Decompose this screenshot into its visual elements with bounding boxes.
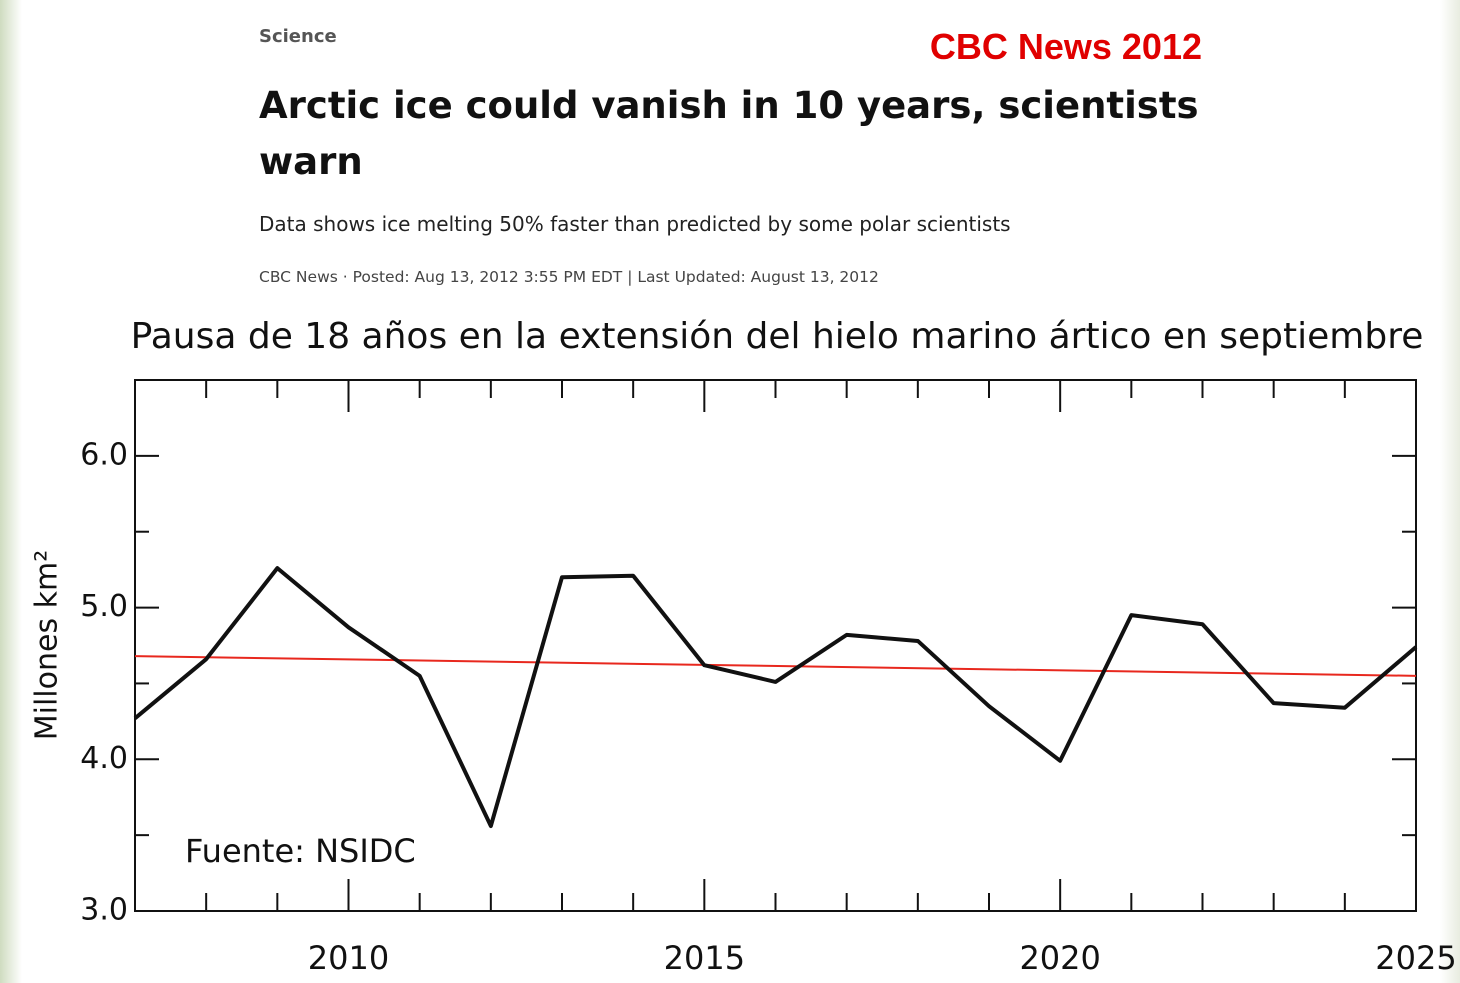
x-tick-label: 2010 xyxy=(308,939,389,977)
headline: Arctic ice could vanish in 10 years, sci… xyxy=(259,84,1199,183)
chart-title: Pausa de 18 años en la extensión del hie… xyxy=(131,316,1424,357)
section-label: Science xyxy=(259,26,337,47)
y-axis-label: Millones km² xyxy=(30,550,65,741)
x-tick-label: 2025 xyxy=(1375,939,1456,977)
y-tick-label: 5.0 xyxy=(80,589,128,624)
subhead: Data shows ice melting 50% faster than p… xyxy=(259,212,1011,236)
y-tick-label: 6.0 xyxy=(80,437,128,472)
y-tick-label: 3.0 xyxy=(80,893,128,928)
y-tick-label: 4.0 xyxy=(80,741,128,776)
trend-line xyxy=(134,655,1417,677)
byline: CBC News · Posted: Aug 13, 2012 3:55 PM … xyxy=(259,268,879,286)
x-tick-label: 2020 xyxy=(1019,939,1100,977)
annotation: Fuente: NSIDC xyxy=(185,832,416,870)
x-tick-label: 2015 xyxy=(664,939,745,977)
source-tag: CBC News 2012 xyxy=(929,26,1202,67)
data-line xyxy=(133,566,1418,829)
